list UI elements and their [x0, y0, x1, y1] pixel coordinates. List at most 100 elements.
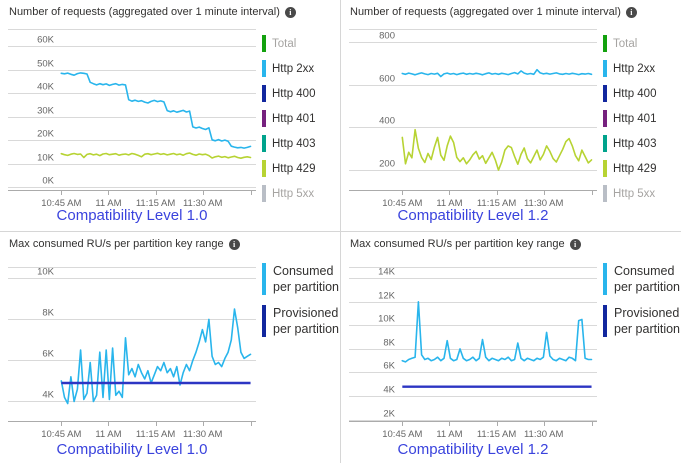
- svg-text:200: 200: [379, 159, 395, 170]
- legend-label: Http 400: [613, 87, 657, 100]
- legend: Consumed per partition Provisioned per pa…: [603, 263, 681, 347]
- legend-swatch: [262, 110, 266, 127]
- ru-chart-canvas-1-2[interactable]: 14K 12K 10K 8K 6K 4K 2K 10:45 AM 11 AM 11:15 AM 11…: [349, 267, 597, 448]
- legend-item-http-403[interactable]: Http 403: [603, 131, 681, 156]
- legend-label: Http 2xx: [613, 62, 656, 75]
- legend-item-http-400[interactable]: Http 400: [603, 81, 681, 106]
- ru-chart-canvas-1-0[interactable]: 10K 8K 6K 4K 10:45 AM 11 AM 11:15 AM 11:30 AM: [8, 267, 256, 448]
- legend: Total Http 2xx Http 400 Http 401 Http 403 Htt…: [262, 31, 340, 206]
- legend-item-consumed-per-partition[interactable]: Consumed per partition: [603, 263, 681, 295]
- legend-swatch: [603, 85, 607, 102]
- legend-item-total[interactable]: Total: [262, 31, 340, 56]
- info-icon[interactable]: i: [625, 6, 637, 18]
- svg-text:4K: 4K: [383, 385, 395, 396]
- legend-label: Consumed per partition: [614, 264, 681, 294]
- legend-label: Http 5xx: [272, 187, 315, 200]
- legend-item-provisioned-per-partition[interactable]: Provisioned per partition: [262, 305, 340, 337]
- svg-text:6K: 6K: [42, 349, 54, 360]
- legend-label: Http 429: [272, 162, 316, 175]
- legend-swatch: [262, 305, 266, 337]
- svg-text:60K: 60K: [37, 35, 55, 46]
- svg-text:10:45 AM: 10:45 AM: [382, 429, 422, 440]
- chart-title: Number of requests (aggregated over 1 mi…: [350, 6, 621, 18]
- chart-caption: Compatibility Level 1.2: [397, 441, 549, 458]
- svg-text:10:45 AM: 10:45 AM: [41, 198, 81, 209]
- legend-swatch: [262, 135, 266, 152]
- legend-swatch: [262, 160, 266, 177]
- svg-text:10:45 AM: 10:45 AM: [382, 198, 422, 209]
- svg-text:11:30 AM: 11:30 AM: [183, 198, 223, 209]
- legend-item-http-5xx[interactable]: Http 5xx: [603, 181, 681, 206]
- svg-text:11 AM: 11 AM: [436, 429, 462, 440]
- legend-item-http-401[interactable]: Http 401: [262, 106, 340, 131]
- svg-text:11:15 AM: 11:15 AM: [136, 198, 176, 209]
- svg-text:50K: 50K: [37, 59, 55, 70]
- info-icon[interactable]: i: [228, 238, 240, 250]
- legend-label: Provisioned per partition: [273, 306, 340, 336]
- chart-caption: Compatibility Level 1.0: [56, 441, 208, 458]
- legend-item-http-400[interactable]: Http 400: [262, 81, 340, 106]
- requests-chart-canvas-1-2[interactable]: 800 600 400 200 10:45 AM 11 AM 11:15 AM 11:30 A…: [349, 29, 597, 217]
- svg-text:10:45 AM: 10:45 AM: [41, 429, 81, 440]
- chart-title-row: Max consumed RU/s per partition key rang…: [350, 238, 581, 250]
- legend-swatch: [603, 110, 607, 127]
- svg-text:0K: 0K: [42, 176, 54, 187]
- legend-item-http-429[interactable]: Http 429: [262, 156, 340, 181]
- legend-item-http-2xx[interactable]: Http 2xx: [262, 56, 340, 81]
- svg-text:800: 800: [379, 31, 395, 42]
- svg-text:8K: 8K: [383, 338, 395, 349]
- legend-swatch: [603, 160, 607, 177]
- legend-label: Http 403: [272, 137, 316, 150]
- legend-swatch: [603, 185, 607, 202]
- legend-item-provisioned-per-partition[interactable]: Provisioned per partition: [603, 305, 681, 337]
- svg-text:600: 600: [379, 74, 395, 85]
- legend-label: Http 403: [613, 137, 657, 150]
- legend-swatch: [603, 35, 607, 52]
- svg-text:11:15 AM: 11:15 AM: [477, 198, 517, 209]
- svg-text:10K: 10K: [37, 153, 55, 164]
- legend-label: Total: [613, 37, 638, 50]
- legend-swatch: [262, 60, 266, 77]
- legend-swatch: [262, 263, 266, 295]
- chart-title-row: Number of requests (aggregated over 1 mi…: [350, 6, 637, 18]
- svg-text:14K: 14K: [378, 267, 396, 278]
- svg-text:11 AM: 11 AM: [436, 198, 462, 209]
- info-icon[interactable]: i: [284, 6, 296, 18]
- legend-label: Provisioned per partition: [614, 306, 681, 336]
- legend-item-http-2xx[interactable]: Http 2xx: [603, 56, 681, 81]
- legend-label: Http 429: [613, 162, 657, 175]
- svg-text:30K: 30K: [37, 106, 55, 117]
- legend-label: Http 401: [272, 112, 316, 125]
- legend-item-http-403[interactable]: Http 403: [262, 131, 340, 156]
- svg-text:11:30 AM: 11:30 AM: [183, 429, 223, 440]
- svg-text:10K: 10K: [378, 314, 396, 325]
- legend-swatch: [262, 85, 266, 102]
- legend-swatch: [603, 135, 607, 152]
- legend-item-http-429[interactable]: Http 429: [603, 156, 681, 181]
- legend-item-total[interactable]: Total: [603, 31, 681, 56]
- chart-title: Max consumed RU/s per partition key rang…: [9, 238, 224, 250]
- legend-label: Http 401: [613, 112, 657, 125]
- legend-item-http-401[interactable]: Http 401: [603, 106, 681, 131]
- legend: Consumed per partition Provisioned per pa…: [262, 263, 340, 347]
- legend-label: Consumed per partition: [273, 264, 340, 294]
- chart-panel-requests-level-1-0: Number of requests (aggregated over 1 mi…: [0, 0, 340, 231]
- svg-text:11:15 AM: 11:15 AM: [477, 429, 517, 440]
- svg-text:20K: 20K: [37, 129, 55, 140]
- legend-item-consumed-per-partition[interactable]: Consumed per partition: [262, 263, 340, 295]
- svg-text:11 AM: 11 AM: [95, 429, 121, 440]
- legend-swatch: [603, 263, 607, 295]
- svg-text:11 AM: 11 AM: [95, 198, 121, 209]
- info-icon[interactable]: i: [569, 238, 581, 250]
- legend-label: Http 400: [272, 87, 316, 100]
- chart-panel-ru-level-1-2: Max consumed RU/s per partition key rang…: [340, 231, 681, 463]
- svg-text:11:30 AM: 11:30 AM: [524, 198, 564, 209]
- svg-text:4K: 4K: [42, 390, 54, 401]
- chart-title: Number of requests (aggregated over 1 mi…: [9, 6, 280, 18]
- svg-text:400: 400: [379, 116, 395, 127]
- legend-swatch: [262, 35, 266, 52]
- legend-swatch: [262, 185, 266, 202]
- requests-chart-canvas-1-0[interactable]: 60K 50K 40K 30K 20K 10K 0K 10:45 AM 11 AM 11:15 A…: [8, 29, 256, 217]
- legend-label: Http 2xx: [272, 62, 315, 75]
- legend-item-http-5xx[interactable]: Http 5xx: [262, 181, 340, 206]
